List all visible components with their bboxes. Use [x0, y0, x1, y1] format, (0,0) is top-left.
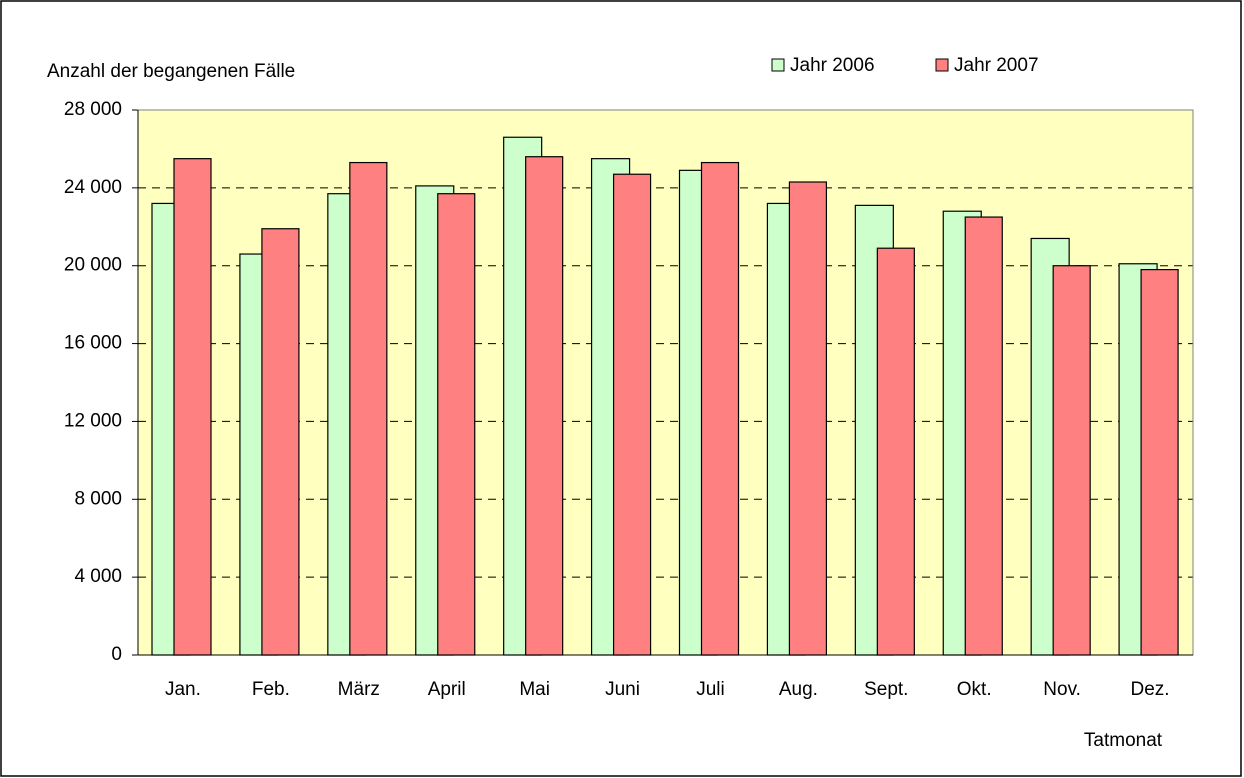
bar [876, 247, 915, 656]
y-tick-label: 0 [111, 644, 122, 665]
bar [612, 173, 652, 656]
x-tick-label: April [428, 679, 466, 700]
bar [700, 161, 740, 656]
plot-area [138, 110, 1193, 655]
legend-label: Jahr 2007 [954, 55, 1039, 76]
y-tick-label: 16 000 [64, 333, 122, 354]
y-tick-label: 4 000 [74, 566, 122, 587]
y-tick-label: 20 000 [64, 255, 122, 276]
x-tick-label: Juni [605, 679, 640, 700]
x-tick-label: Jan. [165, 679, 201, 700]
bar [1052, 265, 1091, 656]
x-tick-label: Aug. [779, 679, 818, 700]
x-tick-label: Dez. [1131, 679, 1170, 700]
x-tick-label: Nov. [1043, 679, 1081, 700]
legend-swatch [935, 58, 949, 72]
y-axis-title: Anzahl der begangenen Fälle [47, 61, 295, 82]
x-tick-label: Sept. [864, 679, 908, 700]
bar [173, 158, 212, 656]
y-tick-label: 8 000 [74, 488, 122, 509]
bar [1140, 269, 1179, 656]
legend-label: Jahr 2006 [790, 55, 875, 76]
bar [525, 156, 564, 656]
x-axis-title: Tatmonat [1084, 730, 1163, 751]
bar [964, 216, 1003, 656]
y-tick-label: 12 000 [64, 410, 122, 431]
x-tick-label: Feb. [252, 679, 290, 700]
legend-swatch [771, 58, 785, 72]
bar [437, 193, 476, 656]
x-tick-label: März [338, 679, 380, 700]
bar [261, 228, 300, 656]
y-tick-label: 28 000 [64, 99, 122, 120]
x-tick-label: Okt. [957, 679, 992, 700]
y-tick-label: 24 000 [64, 177, 122, 198]
bar [349, 161, 388, 656]
x-tick-label: Juli [696, 679, 725, 700]
x-tick-label: Mai [519, 679, 550, 700]
bar [788, 181, 828, 656]
